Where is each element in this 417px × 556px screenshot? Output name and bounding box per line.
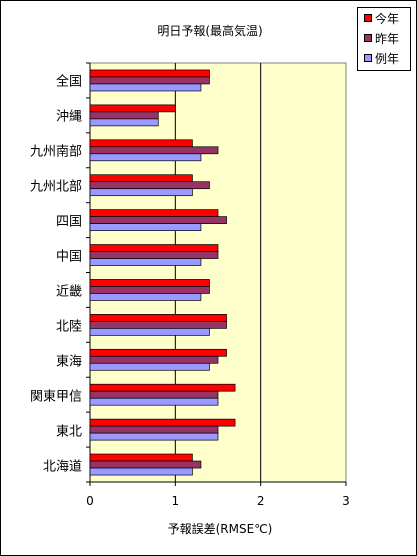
legend-label-normal: 例年 (375, 51, 400, 66)
bar-last-year (89, 321, 227, 329)
bar-last-year (89, 216, 227, 224)
bar-last-year (89, 76, 210, 85)
bar-normal (89, 432, 219, 441)
x-tick-label: 3 (342, 494, 350, 508)
bar-this-year (89, 348, 227, 357)
bar-last-year (89, 181, 210, 190)
category-label: 中国 (55, 249, 82, 265)
bar-last-year (89, 425, 219, 434)
bar-normal (89, 328, 210, 336)
category-label: 九州北部 (29, 179, 82, 195)
bar-this-year (89, 418, 236, 427)
category-label: 沖縄 (55, 109, 82, 125)
legend-item-this-year: 今年 (364, 10, 399, 26)
legend-swatch-normal (364, 54, 372, 62)
category-label: 北海道 (42, 459, 82, 475)
category-label: 近畿 (55, 284, 82, 300)
bar-normal (89, 118, 159, 127)
legend-swatch-this-year (364, 14, 372, 22)
bar-last-year (89, 286, 210, 294)
bar-this-year (89, 453, 193, 462)
bar-this-year (89, 279, 210, 287)
bar-this-year (89, 209, 219, 217)
legend-swatch-last-year (364, 34, 372, 42)
bar-this-year (89, 139, 193, 148)
legend-item-normal: 例年 (364, 50, 399, 66)
legend: 今年 昨年 例年 (357, 7, 411, 71)
plot-area (89, 62, 347, 483)
bar-normal (89, 83, 202, 92)
bar-this-year (89, 383, 236, 392)
legend-label-last-year: 昨年 (375, 31, 400, 46)
bar-normal (89, 362, 210, 371)
bar-last-year (89, 390, 219, 399)
category-label: 東海 (55, 354, 82, 370)
category-label: 東北 (55, 424, 82, 440)
bar-normal (89, 188, 193, 197)
legend-label-this-year: 今年 (375, 11, 400, 26)
x-tick-label: 2 (256, 494, 265, 508)
bar-this-year (89, 314, 227, 322)
category-label: 北陸 (55, 319, 82, 335)
legend-item-last-year: 昨年 (364, 30, 399, 46)
bar-this-year (89, 104, 176, 113)
bar-normal (89, 397, 219, 406)
bar-normal (89, 153, 202, 162)
bar-normal (89, 293, 202, 301)
chart-title: 明日予報(最高気温) (157, 24, 263, 38)
bar-last-year (89, 251, 219, 259)
bar-normal (89, 467, 193, 476)
x-axis-label: 予報誤差(RMSE℃) (167, 522, 273, 536)
category-label: 九州南部 (29, 144, 82, 160)
bar-this-year (89, 69, 210, 78)
bar-last-year (89, 355, 219, 364)
bar-normal (89, 258, 202, 266)
bar-last-year (89, 146, 219, 155)
bar-last-year (89, 460, 202, 469)
bar-this-year (89, 244, 219, 252)
bar-normal (89, 223, 202, 231)
bar-this-year (89, 174, 193, 183)
x-tick-label: 1 (171, 494, 180, 508)
category-label: 全国 (55, 74, 82, 90)
x-tick-label: 0 (86, 494, 94, 508)
category-label: 関東甲信 (29, 389, 82, 405)
category-label: 四国 (55, 214, 82, 230)
bar-last-year (89, 111, 159, 120)
